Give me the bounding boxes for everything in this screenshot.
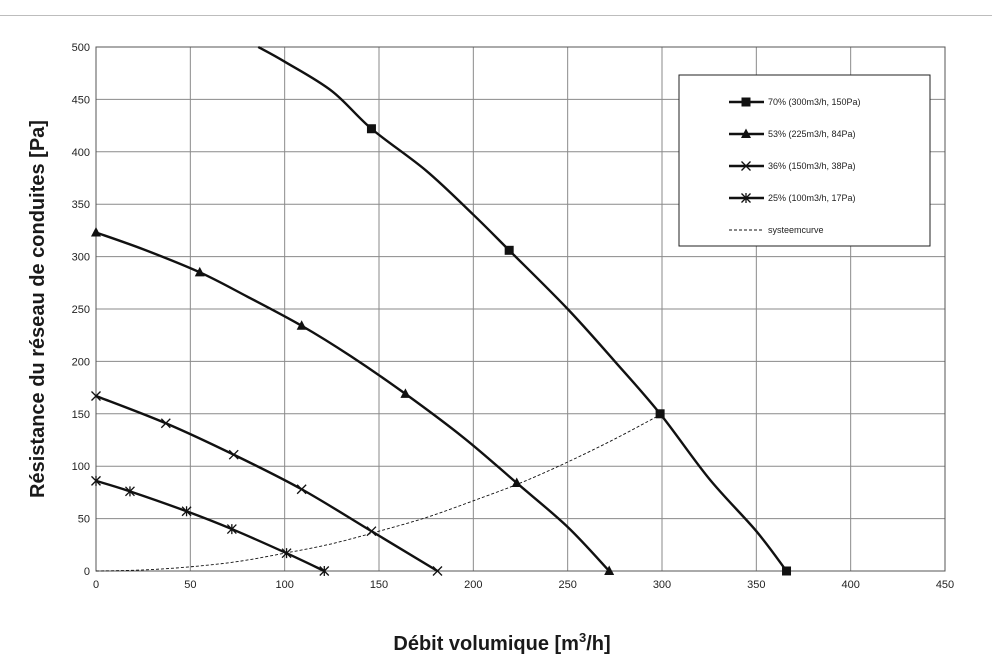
x-tick-label: 50 — [184, 579, 196, 591]
series-4 — [91, 475, 330, 576]
x-tick-label: 350 — [747, 579, 765, 591]
x-tick-label: 100 — [275, 579, 293, 591]
legend-marker — [741, 161, 751, 171]
series-2 — [91, 226, 615, 575]
series-line — [257, 45, 788, 572]
x-tick-label: 250 — [558, 579, 576, 591]
x-tick-label: 200 — [464, 579, 482, 591]
y-tick-label: 450 — [72, 94, 90, 106]
data-point — [366, 124, 376, 134]
data-point — [181, 506, 192, 517]
data-point — [504, 245, 514, 255]
y-tick-label: 150 — [72, 409, 90, 421]
data-point — [319, 566, 330, 576]
legend-label: 36% (150m3/h, 38Pa) — [768, 161, 856, 171]
series-line — [95, 394, 439, 573]
x-tick-label: 150 — [370, 579, 388, 591]
plot-frame — [95, 46, 946, 572]
y-axis-title: Résistance du réseau de conduites [Pa] — [27, 120, 49, 498]
data-point — [432, 566, 443, 576]
legend-marker — [741, 97, 751, 107]
legend-label: 25% (100m3/h, 17Pa) — [768, 193, 856, 203]
legend-box — [678, 74, 931, 247]
data-point — [194, 266, 205, 277]
y-tick-label: 50 — [78, 514, 90, 526]
data-point — [125, 486, 135, 497]
y-tick-label: 250 — [72, 304, 90, 316]
y-tick-label: 100 — [72, 461, 90, 473]
tick-labels: 0 50 100 150 200 250 300 350 400 450 0 50 100 150 200 2… — [72, 42, 955, 591]
legend-marker — [741, 193, 751, 203]
series-5 — [95, 413, 663, 572]
data-point — [91, 475, 101, 486]
series-1 — [257, 45, 792, 576]
y-tick-label: 300 — [72, 252, 90, 264]
data-point — [228, 449, 239, 460]
data-point — [296, 320, 307, 330]
series-line — [95, 413, 663, 572]
data-point — [511, 477, 522, 487]
data-point — [400, 388, 411, 398]
y-tick-label: 200 — [72, 356, 90, 368]
data-point — [655, 409, 665, 419]
x-tick-label: 450 — [936, 579, 954, 591]
legend-label: 70% (300m3/h, 150Pa) — [768, 97, 861, 107]
x-tick-label: 300 — [653, 579, 671, 591]
y-tick-label: 350 — [72, 199, 90, 211]
data-point — [604, 565, 615, 575]
legend-label: 53% (225m3/h, 84Pa) — [768, 129, 856, 139]
chart-series — [91, 45, 792, 576]
data-point — [91, 226, 101, 237]
data-point — [91, 391, 101, 401]
x-tick-label: 0 — [93, 579, 99, 591]
series-line — [95, 231, 611, 572]
series-3 — [91, 391, 443, 576]
legend-label: systeemcurve — [768, 225, 824, 235]
data-point — [782, 566, 792, 576]
y-tick-label: 500 — [72, 42, 90, 54]
y-tick-label: 0 — [84, 566, 90, 578]
top-rule — [0, 15, 992, 16]
legend-marker — [741, 128, 751, 138]
legend: 70% (300m3/h, 150Pa) 53% (225m3/h, 84Pa) 3… — [678, 74, 931, 247]
series-line — [95, 479, 325, 573]
data-point — [160, 418, 171, 429]
data-point — [296, 484, 307, 495]
grid-lines — [95, 46, 946, 572]
y-tick-label: 400 — [72, 147, 90, 159]
data-point — [226, 524, 237, 535]
x-axis-title: Débit volumique [m3/h] — [393, 630, 610, 655]
x-tick-label: 400 — [841, 579, 859, 591]
